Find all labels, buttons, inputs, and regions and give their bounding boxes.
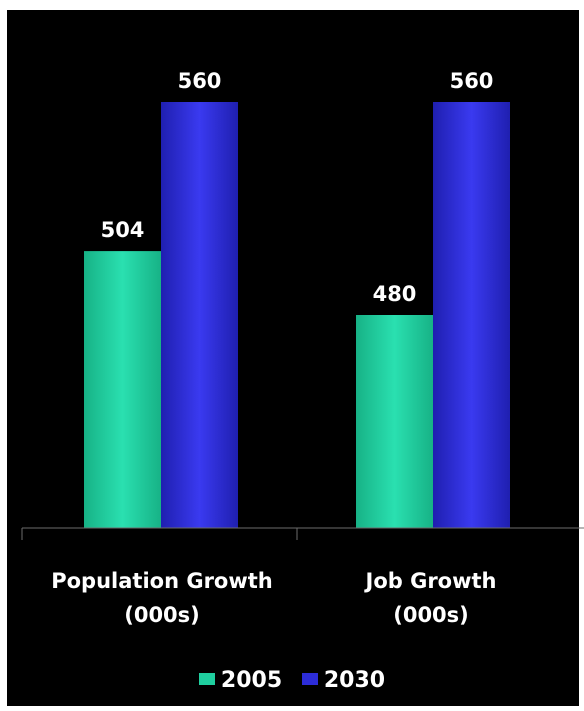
legend-swatch-2030	[301, 673, 318, 685]
legend-label-2005: 2005	[220, 668, 283, 693]
x-tick-label-line-2: (000s)	[124, 603, 200, 627]
x-tick-label-line-1: Job Growth	[365, 569, 497, 593]
bar-population-growth-2030	[161, 102, 238, 528]
legend-item-2005: 2005	[198, 667, 283, 695]
x-tick-label-line-1: Population Growth	[51, 569, 273, 593]
data-label-job-growth-2005: 480	[373, 282, 417, 306]
legend-item-2030: 2030	[301, 667, 386, 695]
bar-job-growth-2005	[356, 315, 433, 528]
data-label-population-growth-2030: 560	[178, 69, 222, 93]
bar-population-growth-2005	[84, 251, 161, 528]
legend: 2005 2030	[0, 667, 584, 695]
legend-swatch-2005	[198, 673, 215, 685]
x-tick-label-population-growth: Population Growth (000s)	[27, 564, 297, 632]
data-label-job-growth-2030: 560	[450, 69, 494, 93]
legend-label-2030: 2030	[323, 668, 386, 693]
x-tick-label-line-2: (000s)	[393, 603, 469, 627]
bar-job-growth-2030	[433, 102, 510, 528]
x-tick-label-job-growth: Job Growth (000s)	[296, 564, 566, 632]
data-label-population-growth-2005: 504	[101, 218, 145, 242]
